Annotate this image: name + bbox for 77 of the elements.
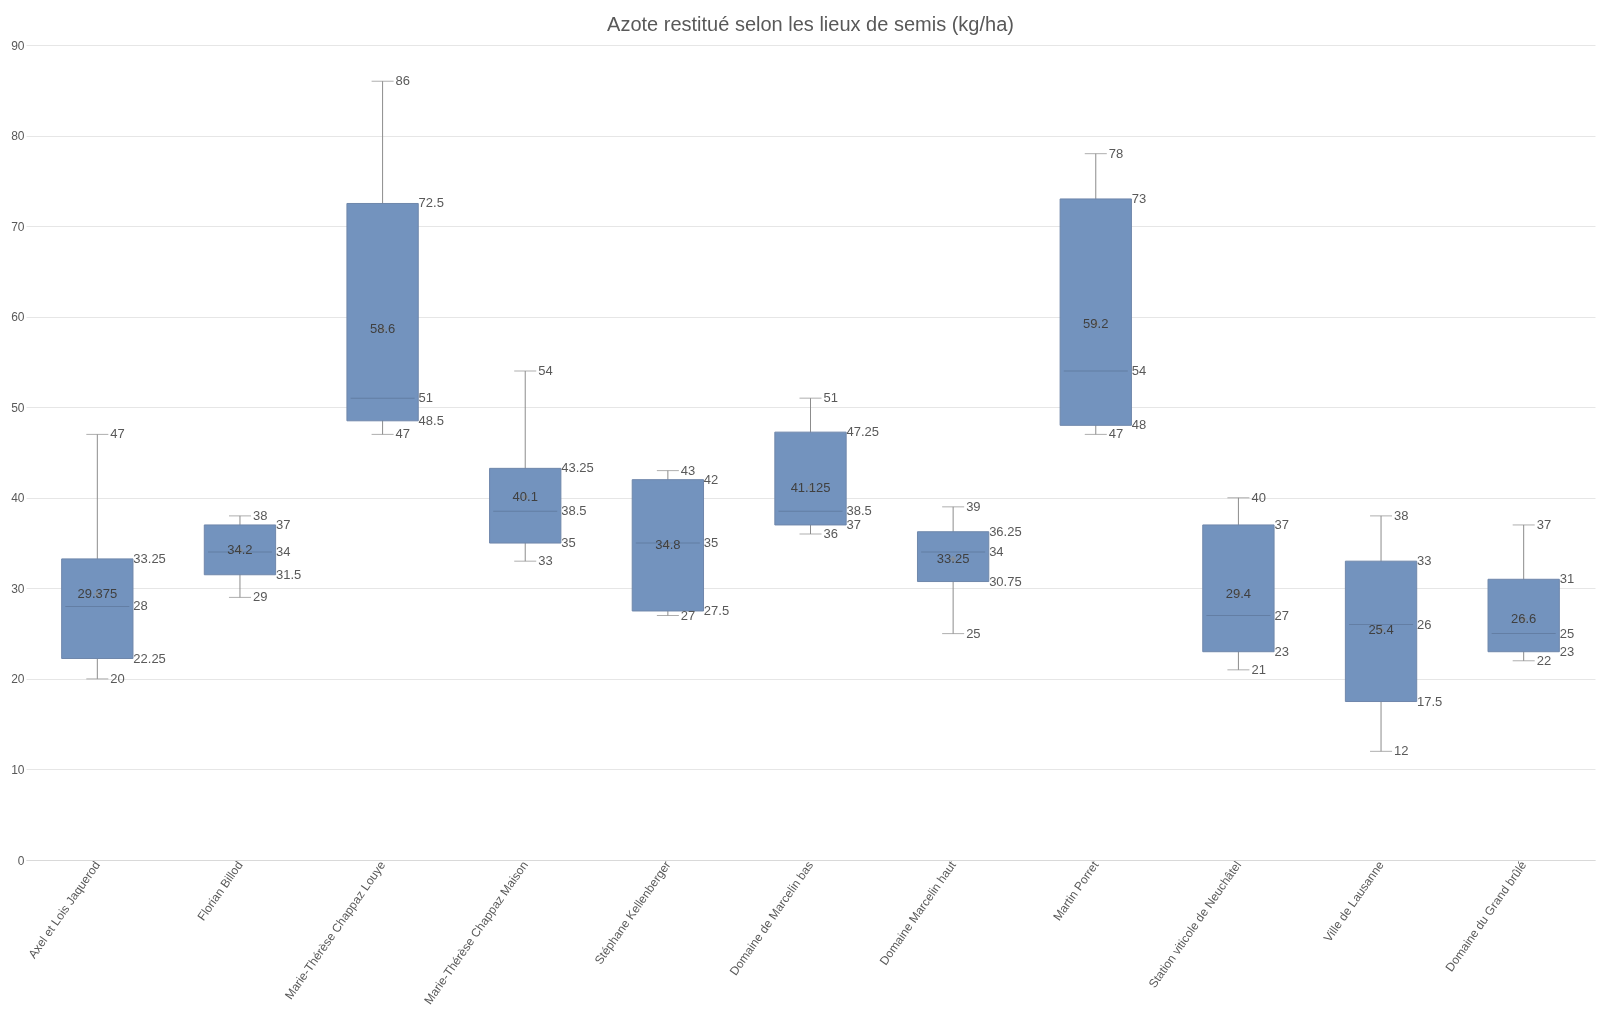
y-tick-label: 30: [11, 581, 25, 596]
annotation: 48: [1131, 417, 1147, 433]
annotation: 54: [1131, 363, 1147, 378]
annotation: 38: [1394, 507, 1409, 523]
annotation: 37: [846, 516, 861, 532]
annotation: 36: [823, 526, 838, 541]
annotation: 33: [538, 553, 553, 569]
annotation: 34: [989, 544, 1004, 560]
annotation: 43: [680, 462, 696, 478]
annotation: 31: [1559, 571, 1575, 587]
annotation: 34.2: [227, 542, 253, 558]
annotation: 25.4: [1368, 621, 1394, 637]
annotation: 29.375: [77, 585, 118, 601]
annotation: 38: [252, 507, 268, 523]
annotation: 33: [1417, 553, 1432, 569]
annotation: 27: [1274, 607, 1289, 623]
annotation: 51: [418, 390, 434, 406]
annotation: 41.125: [790, 479, 831, 495]
annotation: 27.5: [703, 602, 730, 618]
annotation: 42: [703, 471, 719, 487]
annotation: 73: [1131, 190, 1147, 206]
annotation: 37: [275, 516, 291, 532]
annotation: 37: [1536, 516, 1552, 532]
annotation: 47: [110, 426, 125, 442]
annotation: 26.6: [1511, 611, 1537, 627]
y-tick-label: 90: [11, 38, 25, 53]
annotation: 38.5: [561, 503, 587, 519]
annotation: 47.25: [846, 424, 880, 440]
annotation: 28: [133, 598, 148, 614]
annotation: 23: [1274, 643, 1289, 659]
annotation: 29.4: [1225, 585, 1252, 601]
annotation: 54: [538, 363, 553, 378]
annotation: 34: [275, 544, 291, 560]
y-tick-label: 60: [11, 310, 25, 325]
annotation: 72.5: [418, 195, 444, 211]
annotation: 40.1: [512, 488, 538, 504]
annotation: 17.5: [1417, 693, 1443, 709]
y-tick-label: 70: [11, 219, 25, 234]
annotation: 12: [1394, 743, 1409, 759]
annotation: 25: [966, 625, 981, 641]
y-tick-label: 20: [11, 672, 25, 687]
y-tick-label: 80: [11, 129, 25, 144]
annotation: 58.6: [369, 321, 396, 337]
chart-title: Azote restitué selon les lieux de semis (kg/ha): [607, 13, 1014, 35]
annotation: 35: [561, 535, 576, 551]
annotation: 86: [395, 73, 411, 89]
annotation: 31.5: [275, 566, 302, 582]
annotation: 33.25: [133, 550, 166, 566]
annotation: 37: [1274, 516, 1289, 532]
annotation: 43.25: [561, 460, 594, 476]
y-tick-label: 0: [17, 853, 25, 868]
annotation: 78: [1108, 145, 1124, 161]
annotation: 26: [1417, 616, 1432, 632]
y-tick-label: 40: [11, 491, 25, 506]
annotation: 23: [1559, 643, 1575, 659]
annotation: 47: [1108, 426, 1124, 442]
annotation: 27: [680, 607, 696, 623]
annotation: 51: [823, 390, 838, 406]
annotation: 33.25: [936, 550, 970, 566]
annotation: 34.8: [655, 536, 681, 552]
y-tick-label: 50: [11, 400, 25, 415]
annotation: 21: [1251, 661, 1266, 677]
annotation: 25: [1559, 625, 1575, 641]
annotation: 30.75: [989, 573, 1022, 589]
annotation: 39: [966, 498, 981, 514]
annotation: 29: [252, 589, 268, 605]
annotation: 47: [395, 426, 411, 442]
y-tick-label: 10: [11, 762, 25, 777]
annotation: 22: [1536, 652, 1552, 668]
annotation: 35: [703, 535, 719, 551]
annotation: 48.5: [418, 412, 444, 428]
annotation: 59.2: [1083, 315, 1109, 331]
annotation: 40: [1251, 489, 1266, 505]
annotation: 22.25: [133, 650, 166, 666]
annotation: 36.25: [989, 523, 1022, 539]
annotation: 38.5: [846, 503, 872, 519]
annotation: 20: [110, 670, 125, 686]
